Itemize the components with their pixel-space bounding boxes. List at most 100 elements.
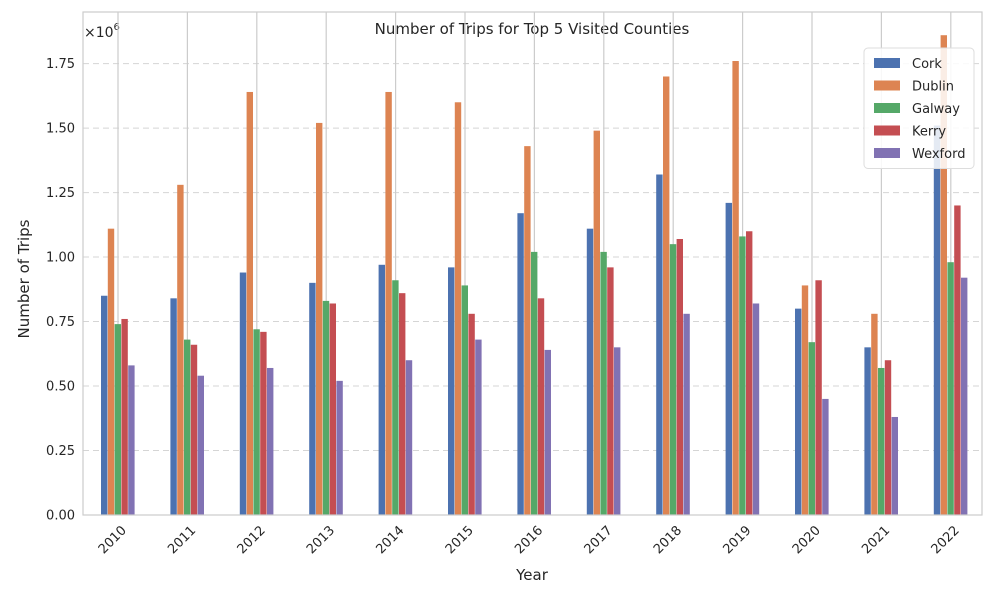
x-tick-label: 2017: [582, 523, 616, 557]
bar-dublin-2016: [524, 146, 531, 515]
bar-dublin-2022: [940, 35, 947, 515]
bar-kerry-2022: [954, 205, 961, 515]
bar-dublin-2012: [246, 91, 253, 515]
y-tick-label: 1.25: [46, 186, 75, 201]
y-tick-label: 1.00: [46, 251, 75, 266]
bar-dublin-2011: [177, 184, 184, 516]
y-tick-label: 1.75: [46, 57, 75, 72]
bar-kerry-2016: [537, 298, 545, 515]
bar-dublin-2017: [593, 130, 600, 515]
legend-label-dublin: Dublin: [912, 80, 954, 95]
bar-kerry-2019: [746, 231, 753, 515]
plot-frame: [82, 11, 983, 516]
x-tick-label: 2020: [790, 523, 824, 557]
bar-kerry-2011: [190, 344, 198, 515]
bar-galway-2013: [322, 300, 330, 515]
x-tick-label: 2014: [373, 523, 407, 557]
y-tick-label: 0.00: [46, 509, 75, 524]
svg-text:×106: ×106: [84, 22, 120, 41]
bar-cork-2011: [170, 298, 177, 515]
bar-cork-2013: [309, 282, 316, 515]
legend-swatch-galway: [874, 103, 900, 113]
bar-wexford-2016: [544, 349, 551, 515]
bar-galway-2014: [392, 280, 399, 515]
legend-swatch-wexford: [874, 148, 900, 158]
x-tick-label: 2018: [651, 523, 685, 557]
bar-galway-2021: [878, 367, 885, 515]
x-tick-label: 2021: [859, 523, 893, 557]
bar-kerry-2015: [468, 313, 475, 515]
x-tick-label: 2022: [929, 523, 963, 557]
x-tick-label: 2019: [720, 523, 754, 557]
bar-wexford-2011: [197, 375, 204, 515]
bar-cork-2017: [586, 228, 594, 515]
bar-kerry-2013: [329, 303, 336, 515]
x-tick-label: 2010: [96, 523, 130, 557]
bar-dublin-2013: [316, 122, 323, 516]
x-tick-label: 2012: [235, 523, 269, 557]
bar-wexford-2017: [614, 347, 621, 515]
bar-kerry-2014: [399, 293, 406, 515]
bar-galway-2015: [461, 285, 468, 515]
x-tick-label: 2015: [443, 523, 477, 557]
bar-kerry-2012: [260, 331, 267, 515]
bar-dublin-2020: [801, 285, 809, 515]
bar-galway-2018: [669, 244, 677, 515]
y-tick-label: 1.50: [46, 122, 75, 137]
bar-dublin-2018: [663, 76, 670, 515]
bar-galway-2016: [531, 251, 538, 515]
bar-wexford-2018: [683, 313, 690, 515]
y-axis-label: Number of Trips: [15, 219, 33, 338]
y-tick-label: 0.75: [46, 315, 75, 330]
y-multiplier-exp: 6: [114, 22, 120, 33]
bar-kerry-2018: [676, 238, 683, 515]
legend-swatch-cork: [874, 58, 900, 68]
y-multiplier-base: ×10: [84, 25, 114, 41]
bar-wexford-2012: [267, 367, 274, 515]
bar-dublin-2015: [454, 102, 462, 516]
bar-wexford-2010: [128, 365, 135, 515]
y-tick-label: 0.50: [46, 380, 75, 395]
bar-cork-2019: [725, 202, 732, 515]
bar-galway-2012: [253, 329, 260, 515]
bar-cork-2012: [239, 272, 247, 515]
x-axis-label: Year: [515, 566, 549, 584]
y-tick-label: 0.25: [46, 444, 75, 459]
bar-cork-2018: [656, 174, 663, 515]
x-tick-label: 2016: [512, 523, 546, 557]
bar-kerry-2020: [815, 280, 822, 515]
y-multiplier: ×106: [84, 22, 120, 41]
bars-layer: [101, 35, 968, 516]
bar-cork-2015: [448, 267, 455, 515]
bar-dublin-2019: [732, 61, 739, 516]
bar-kerry-2010: [121, 318, 128, 515]
bar-galway-2011: [184, 339, 191, 515]
bar-wexford-2014: [405, 360, 413, 515]
bar-dublin-2010: [107, 228, 115, 515]
bar-kerry-2017: [607, 267, 614, 515]
bar-galway-2017: [600, 251, 607, 515]
legend-swatch-kerry: [874, 125, 900, 136]
legend-label-galway: Galway: [912, 102, 960, 117]
bar-wexford-2013: [336, 380, 343, 515]
chart-title: Number of Trips for Top 5 Visited Counti…: [375, 20, 690, 38]
bar-dublin-2014: [385, 91, 392, 515]
legend-label-kerry: Kerry: [912, 125, 946, 140]
legend-label-wexford: Wexford: [912, 147, 965, 162]
bar-wexford-2020: [822, 398, 829, 515]
legend: Cork Dublin Galway Kerry Wexford: [863, 47, 975, 169]
bar-wexford-2019: [752, 303, 760, 515]
bar-cork-2020: [795, 308, 802, 515]
bar-galway-2020: [808, 342, 815, 515]
bar-wexford-2022: [961, 277, 968, 515]
bar-cork-2022: [933, 125, 941, 515]
x-tick-label: 2013: [304, 523, 338, 557]
legend-label-cork: Cork: [912, 57, 942, 72]
bar-cork-2010: [101, 295, 108, 515]
bar-galway-2019: [739, 236, 746, 515]
bar-galway-2010: [114, 324, 121, 515]
bar-cork-2016: [517, 213, 524, 515]
bar-galway-2022: [947, 262, 954, 515]
